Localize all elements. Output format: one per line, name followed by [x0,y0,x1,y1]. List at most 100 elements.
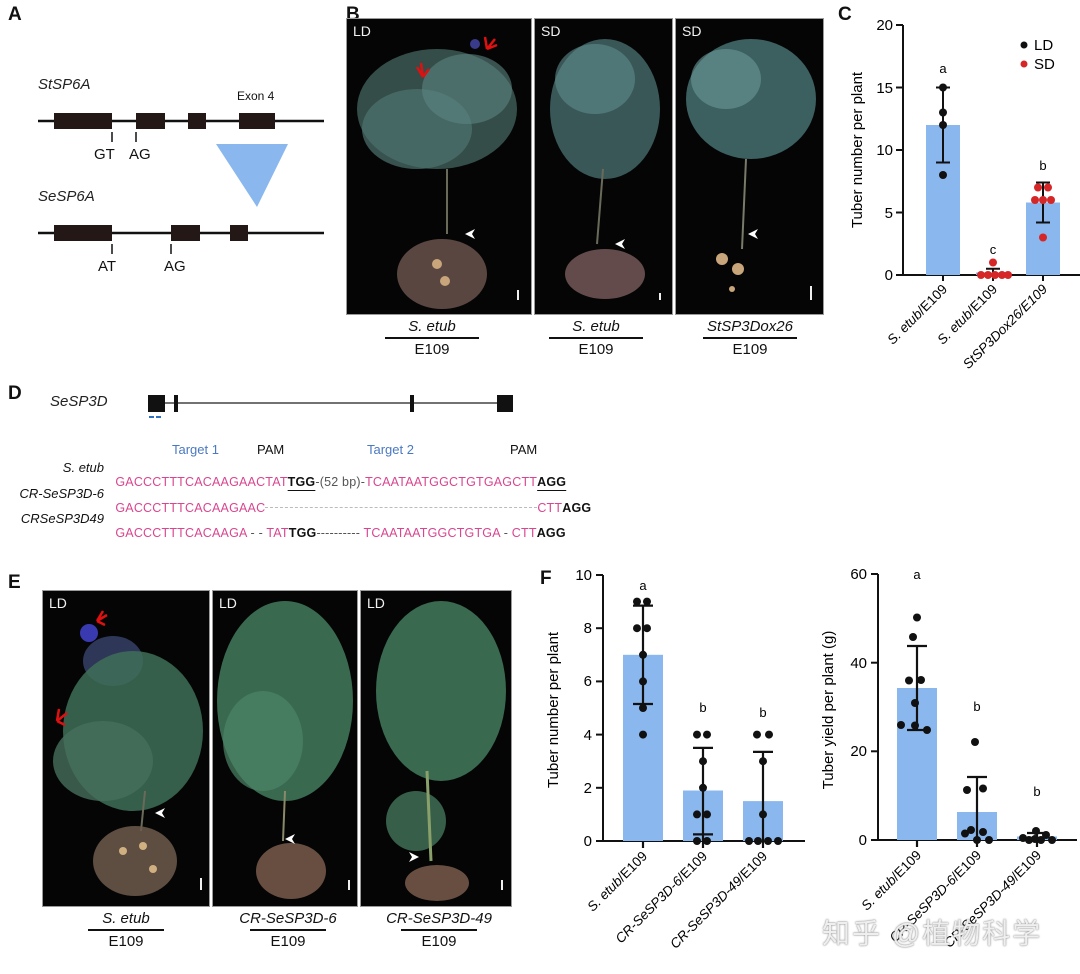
scale-bar [348,880,350,890]
svg-text:a: a [639,578,647,593]
plant-photo-b2: SD [534,18,673,315]
svg-text:20: 20 [876,17,893,34]
white-arrow-icon [409,852,419,862]
genotype-label-b3: StSP3Dox26 E109 [690,318,810,358]
pam-label-1: PAM [257,442,285,457]
target-1-label: Target 1 [172,442,219,457]
red-arrow-icon [55,708,68,727]
plant-illustration [376,601,506,901]
scion-label: S. etub [408,318,456,335]
splice-site-at: AT [98,258,117,275]
red-arrow-icon [95,610,108,627]
scion-label: S. etub [102,910,150,927]
plant-photo-e2: LD [212,590,358,907]
y-axis-label: Tuber number per plant [849,71,866,228]
red-arrow-icon [483,36,498,51]
panel-label-a: A [8,4,22,25]
splice-site-gt: GT [94,146,115,163]
svg-text:S. etub/E109: S. etub/E109 [858,848,924,914]
svg-text:c: c [990,242,997,257]
scion-label: CR-SeSP3D-49 [386,910,492,927]
svg-text:40: 40 [850,655,867,672]
panel-label-e: E [8,572,21,593]
svg-text:20: 20 [850,743,867,760]
pam-label-2: PAM [510,442,538,457]
seq-label-cr49: CRSeSP3D49 [20,511,104,526]
scion-label: S. etub [572,318,620,335]
panel-label-c: C [838,4,852,25]
plant-illustration [357,36,517,309]
scale-bar [501,880,503,890]
scale-bar [200,878,202,890]
scale-bar [517,290,519,300]
rootstock-label: E109 [732,341,768,358]
panel-label-f: F [540,568,552,589]
splice-site-ag-2: AG [164,258,186,275]
white-arrow-icon [285,834,295,844]
scion-label: StSP3Dox26 [707,318,793,335]
gene-name-sesp3d: SeSP3D [50,393,108,410]
photo-condition: LD [49,595,67,611]
genotype-label-b1: S. etub E109 [372,318,492,358]
scion-label: CR-SeSP3D-6 [239,910,337,927]
rootstock-label: E109 [108,933,144,950]
deletion-triangle [216,144,288,207]
y-axis-label: Tuber number per plant [545,631,562,788]
svg-text:10: 10 [876,142,893,159]
panel-label-d: D [8,383,22,404]
scale-bar [810,286,812,300]
svg-text:4: 4 [584,727,592,744]
svg-text:8: 8 [584,620,592,637]
exon-4-label: Exon 4 [237,89,275,103]
svg-text:CR-SeSP3D-49/E109: CR-SeSP3D-49/E109 [667,849,770,952]
red-arrow-icon [415,62,430,78]
y-axis-label: Tuber yield per plant (g) [820,631,837,790]
sequence-row-setub: GACCCTTTCACAAGAACTATTGG-(52 bp)-TCAATAAT… [115,475,567,489]
plant-photo-e1: LD [42,590,210,907]
scale-bar [659,293,661,300]
chart-f-right: Tuber yield per plant (g) 60 40 20 0 a b… [820,566,1077,950]
svg-text:StSP3Dox26/E109: StSP3Dox26/E109 [960,281,1051,372]
sequence-row-cr6: GACCCTTTCACAAGAAC CTTAGG [115,501,592,515]
plant-photo-b3: SD [675,18,824,315]
svg-text:a: a [913,567,921,582]
photo-condition: SD [541,23,561,39]
rootstock-label: E109 [421,933,457,950]
svg-text:2: 2 [584,780,592,797]
plant-illustration [686,39,816,292]
rootstock-label: E109 [414,341,450,358]
svg-text:LD: LD [1034,37,1053,54]
plant-photo-b1: LD [346,18,532,315]
watermark-text: 知乎 @植物科学 [822,918,1043,949]
photo-condition: SD [682,23,702,39]
genotype-label-e2: CR-SeSP3D-6 E109 [218,910,358,950]
genotype-label-e1: S. etub E109 [66,910,186,950]
svg-text:60: 60 [850,566,867,583]
photo-condition: LD [219,595,237,611]
svg-text:10: 10 [575,567,592,584]
gene-name-stsp6a: StSP6A [38,76,91,93]
plant-illustration [53,610,203,896]
genotype-label-e3: CR-SeSP3D-49 E109 [366,910,512,950]
seq-label-cr6: CR-SeSP3D-6 [19,486,104,501]
svg-text:b: b [699,700,706,715]
white-arrow-icon [615,239,625,249]
svg-text:b: b [1039,158,1046,173]
photo-condition: LD [367,595,385,611]
svg-text:S. etub/E109: S. etub/E109 [584,849,650,915]
chart-f-left: Tuber number per plant 10 8 6 4 2 0 a b … [545,567,805,952]
plant-illustration [217,601,353,899]
genotype-label-b2: S. etub E109 [536,318,656,358]
svg-text:0: 0 [885,267,893,284]
white-arrow-icon [155,808,165,818]
y-ticks: 20 15 10 5 0 [876,17,903,284]
svg-text:b: b [973,699,980,714]
svg-text:0: 0 [859,832,867,849]
rootstock-label: E109 [578,341,614,358]
chart-c: Tuber number per plant 20 15 10 5 0 a c … [849,17,1080,372]
photo-condition: LD [353,23,371,39]
splice-site-ag: AG [129,146,151,163]
rootstock-label: E109 [270,933,306,950]
plant-photo-e3: LD [360,590,512,907]
svg-text:b: b [759,705,766,720]
